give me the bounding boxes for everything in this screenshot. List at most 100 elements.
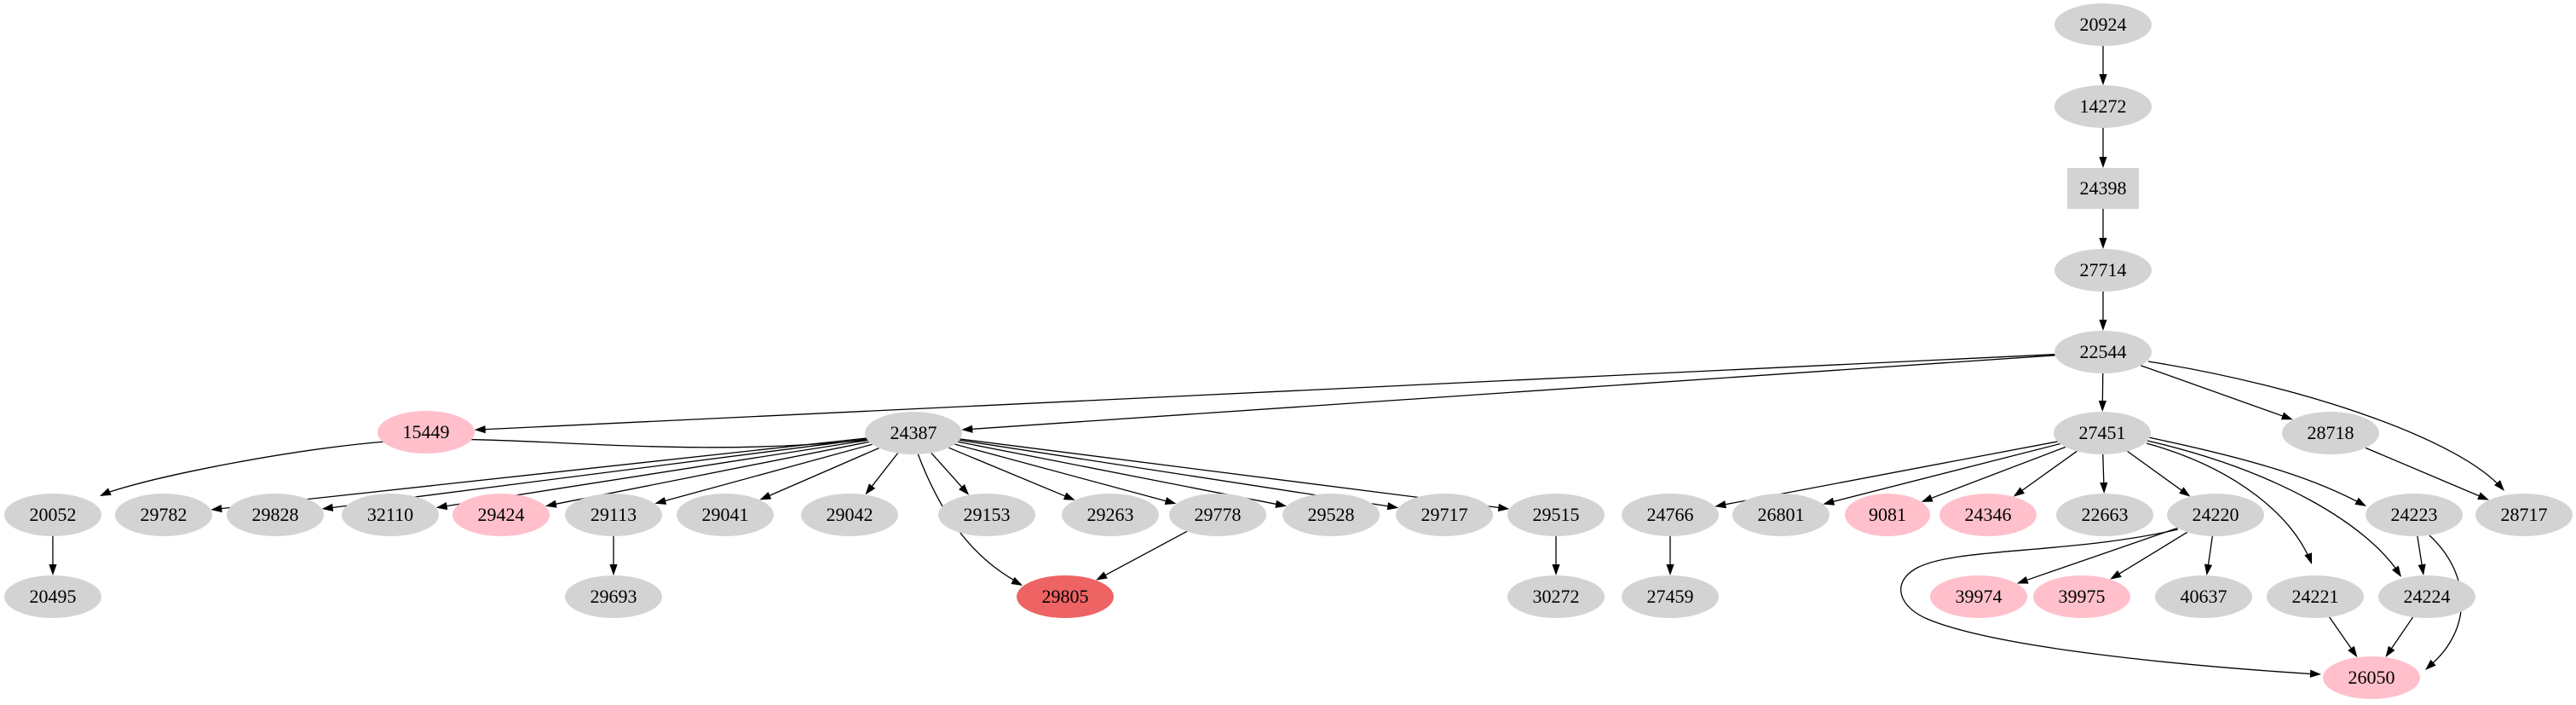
edge-24387-29263-line [948,447,1067,498]
node-39975-shape [2033,575,2130,618]
node-22544: 22544 [2054,331,2152,373]
node-20924-label: 20924 [2080,14,2127,35]
node-9081: 9081 [1845,494,1930,536]
edge-27451-26801-line [1831,442,2060,503]
node-15449-label: 15449 [403,421,450,442]
node-30272-label: 30272 [1533,586,1580,607]
edge-24220-40637-line [2207,535,2214,567]
node-39975-label: 39975 [2059,586,2106,607]
node-24223: 24223 [2366,494,2463,536]
node-29805: 29805 [1017,575,1114,618]
node-24766: 24766 [1622,494,1719,536]
edge-24766-27459 [1666,536,1674,575]
edge-27451-22663-arrowhead [2100,482,2108,494]
edge-27451-24223 [2147,436,2366,506]
edge-24387-29778-line [954,443,1167,502]
node-32110-shape [342,494,439,536]
edge-24223-24224-line [2417,535,2423,567]
edge-24387-29717-arrowhead [1386,502,1399,511]
node-24221-label: 24221 [2292,586,2339,607]
edge-14272-24398-arrowhead [2099,157,2107,168]
edge-24220-26050-arrowhead [2309,669,2321,678]
node-29717: 29717 [1396,494,1493,536]
edge-24224-26050-line [2390,616,2414,650]
node-27714-label: 27714 [2080,259,2127,280]
edge-24387-29828-arrowhead [321,503,334,511]
node-29693-label: 29693 [591,586,637,607]
edge-24387-29263 [948,447,1075,500]
edge-22544-27451 [2098,373,2106,413]
edge-27451-24220-arrowhead [2179,487,2191,497]
edge-24387-29113 [654,443,873,505]
node-24220: 24220 [2167,494,2264,536]
edge-24387-29113-arrowhead [654,496,667,505]
node-29153-label: 29153 [964,504,1011,525]
node-24224: 24224 [2378,575,2475,618]
node-24220-label: 24220 [2193,504,2239,525]
node-29153-shape [938,494,1035,536]
node-29828-shape [227,494,324,536]
edge-24387-29153-line [931,452,964,488]
node-27459-label: 27459 [1647,586,1694,607]
node-32110: 32110 [342,494,439,536]
edge-24220-40637-arrowhead [2204,563,2213,576]
edge-24387-29778 [954,443,1177,505]
node-29424-shape [452,494,550,536]
node-22663: 22663 [2056,494,2153,536]
node-24387-shape [865,412,962,454]
node-30272-shape [1507,575,1605,618]
node-14272-label: 14272 [2080,95,2127,117]
node-24220-shape [2167,494,2264,536]
edge-24387-29042 [865,453,899,495]
node-29828: 29828 [227,494,324,536]
edge-22544-24387-line [971,355,2055,431]
edge-24220-39974-line [2025,527,2178,581]
node-24224-label: 24224 [2404,586,2451,607]
edge-27451-24224-arrowhead [2392,565,2401,577]
edge-20924-14272-arrowhead [2099,74,2107,85]
edge-24387-29113-line [663,443,873,502]
node-26050-label: 26050 [2348,667,2395,688]
edge-27451-22663-line [2102,454,2105,485]
node-24398-shape [2067,168,2139,209]
edge-22544-28717-arrowhead [2494,480,2504,491]
edge-24220-39974 [2016,527,2178,584]
node-29805-label: 29805 [1042,586,1089,607]
node-39974-label: 39974 [1956,586,2003,607]
node-32110-label: 32110 [367,504,413,525]
node-30272: 30272 [1507,575,1605,618]
edge-27451-24221-line [2146,442,2312,563]
edge-24387-29515-line [960,438,1501,509]
edge-27451-24224-line [2147,440,2401,576]
node-26050-shape [2323,656,2420,699]
node-40637: 40637 [2155,575,2252,618]
node-29528-shape [1282,494,1380,536]
node-20924-shape [2054,3,2152,46]
node-29805-shape [1017,575,1114,618]
node-29153: 29153 [938,494,1035,536]
node-27714-shape [2054,249,2152,292]
node-40637-label: 40637 [2181,586,2227,607]
edge-24387-20052 [100,438,868,496]
edge-29778-29805-line [1104,530,1188,577]
edge-24387-20052-arrowhead [100,488,112,496]
node-29515-label: 29515 [1533,504,1580,525]
edge-24387-29828-line [331,438,867,509]
edge-27714-22544 [2099,292,2107,331]
edge-27451-9081-arrowhead [1921,494,1933,502]
node-24221-shape [2267,575,2364,618]
edge-24223-26050-arrowhead [2425,659,2436,670]
edge-24387-29782 [210,437,867,513]
node-29263-shape [1062,494,1159,536]
node-29717-shape [1396,494,1493,536]
edge-24387-29041-line [768,447,879,497]
edge-24387-29263-arrowhead [1063,492,1075,500]
node-29424-label: 29424 [478,504,525,525]
node-15449-shape [377,411,475,454]
edge-24224-26050 [2385,616,2414,658]
edge-22544-15449-line [483,354,2055,431]
edge-24220-40637 [2204,535,2214,576]
node-29778-label: 29778 [1195,504,1242,525]
edge-20924-14272 [2099,46,2107,85]
